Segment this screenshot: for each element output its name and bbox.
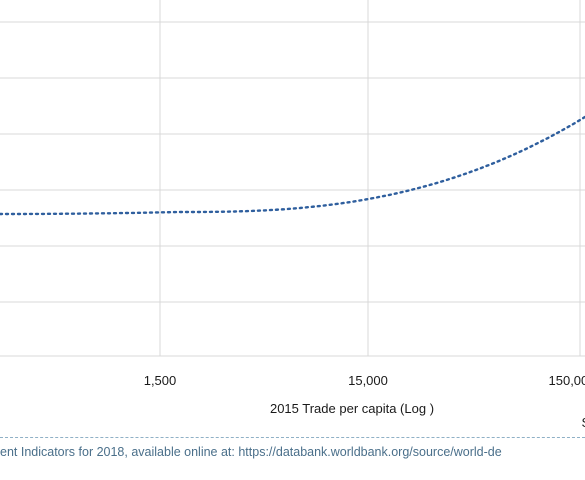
x-axis-title: 2015 Trade per capita (Log ) <box>270 401 434 416</box>
x-tick-labels: 1,500 15,000 150,000 <box>144 373 585 388</box>
x-tick-label: 15,000 <box>348 373 388 388</box>
source-note: ent Indicators for 2018, available onlin… <box>0 445 502 459</box>
source-divider <box>0 437 585 438</box>
x-tick-label: 150,000 <box>549 373 585 388</box>
scatter-chart: Vietnam GermanyNetherlandsUSAUKJapanSout… <box>0 0 585 430</box>
point-labels: GermanyNetherlandsUSAUKJapanSouth Africa… <box>582 415 585 430</box>
trend-line <box>0 115 585 216</box>
label-somalia: Somalia <box>582 415 585 430</box>
gridlines <box>0 0 585 357</box>
x-tick-label: 1,500 <box>144 373 177 388</box>
